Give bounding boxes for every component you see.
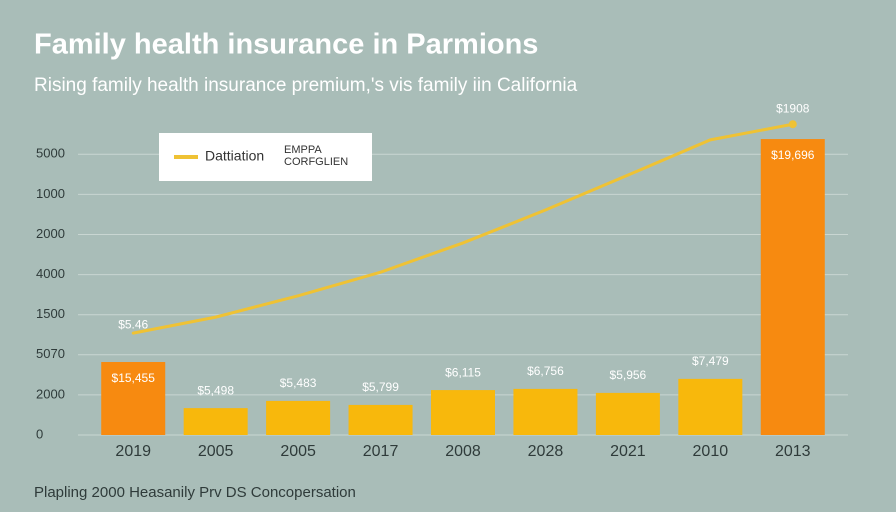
bar-label: $6,115	[445, 365, 481, 379]
y-tick-label: 1000	[36, 186, 65, 201]
bar	[431, 390, 495, 435]
legend-note: EMPPA	[284, 144, 322, 156]
line-end-marker	[788, 120, 797, 129]
x-tick-label: 2019	[115, 443, 151, 460]
bar-label: $5,483	[280, 376, 317, 390]
x-tick-label: 2021	[610, 443, 646, 460]
x-tick-label: 2005	[198, 443, 234, 460]
bar-label: $5,498	[197, 383, 234, 397]
y-tick-label: 4000	[36, 266, 65, 281]
bar-label: $15,455	[112, 371, 156, 385]
bar-label: $6,756	[527, 364, 564, 378]
y-tick-label: 1500	[36, 306, 65, 321]
bar	[183, 408, 248, 435]
bar-label: $5,956	[610, 368, 647, 382]
bar	[760, 139, 825, 435]
bar-label: $7,479	[692, 354, 729, 368]
bar-label: $19,696	[771, 148, 815, 162]
chart-subtitle: Rising family health insurance premium,'…	[34, 75, 578, 96]
bar	[101, 362, 166, 435]
chart-title: Family health insurance in Parmions	[34, 29, 538, 61]
x-tick-label: 2013	[775, 443, 811, 460]
x-tick-label: 2005	[280, 443, 316, 460]
y-tick-label: 2000	[36, 386, 65, 401]
y-tick-label: 5000	[36, 146, 65, 161]
trend-line	[131, 122, 795, 335]
x-tick-label: 2017	[363, 443, 399, 460]
legend-label: Dattiation	[205, 148, 264, 164]
x-tick-label: 2008	[445, 443, 481, 460]
bar	[678, 378, 743, 435]
y-tick-label: 2000	[36, 226, 65, 241]
line-label: $5.46	[118, 317, 148, 331]
bar	[595, 392, 660, 435]
footer: Plapling 2000 Heasanily Prv DS Concopers…	[34, 484, 356, 501]
y-tick-label: 0	[36, 426, 43, 441]
bar-label: $5,799	[362, 380, 399, 394]
bar	[348, 404, 413, 435]
x-tick-label: 2028	[528, 443, 564, 460]
line-label: $1908	[776, 101, 810, 115]
bar	[513, 388, 578, 435]
y-tick-label: 5070	[36, 346, 65, 361]
bar	[266, 400, 331, 435]
legend-note: CORFGLIEN	[284, 156, 348, 168]
x-tick-label: 2010	[693, 443, 729, 460]
